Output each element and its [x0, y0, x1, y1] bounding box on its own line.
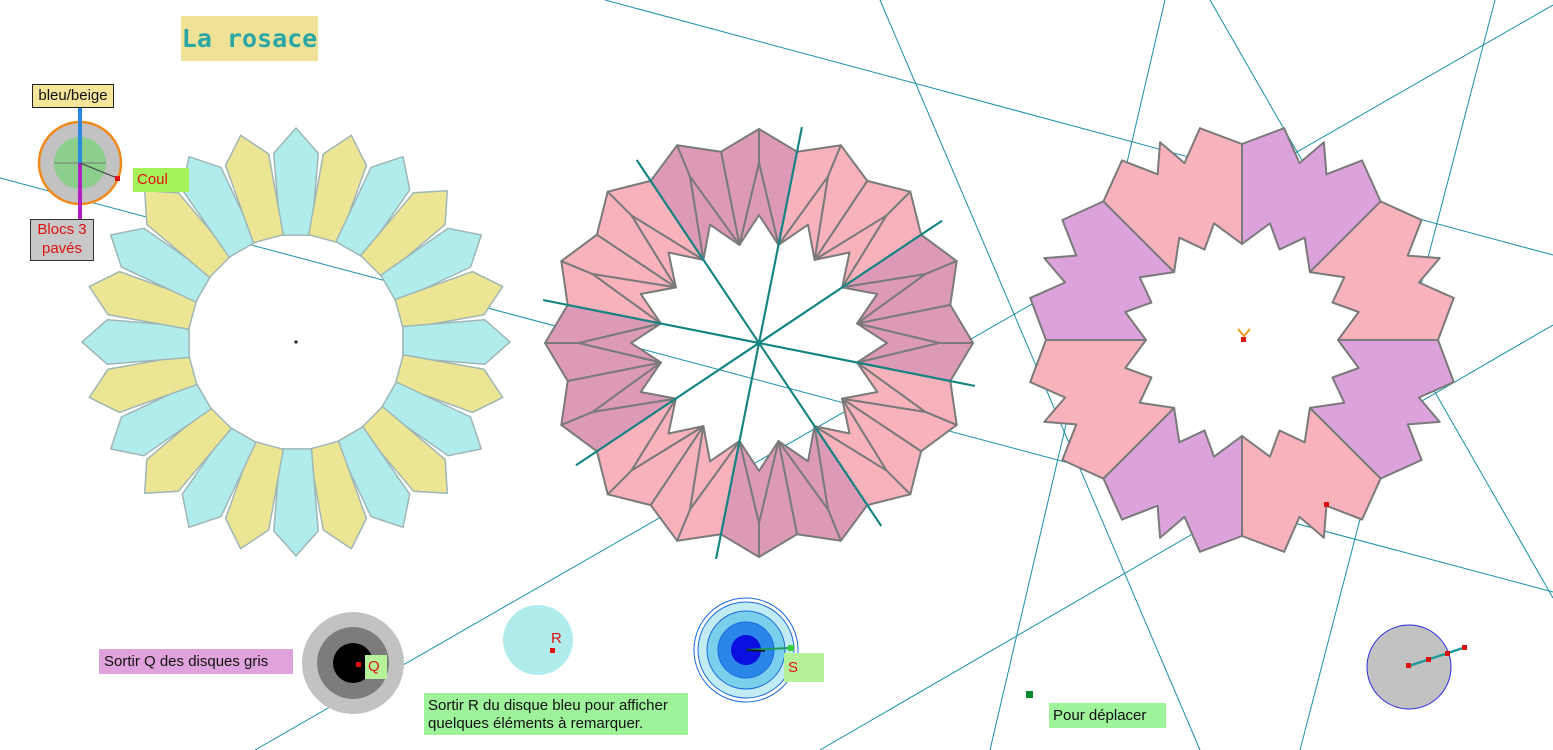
- radial-line: [635, 159, 760, 344]
- s-blue-disks[interactable]: [693, 597, 799, 703]
- rosette-tile: [224, 440, 285, 550]
- rotation-point[interactable]: [1445, 651, 1450, 656]
- q-gray-disks[interactable]: [302, 612, 404, 714]
- rosette-tile: [88, 270, 198, 331]
- rosette-tile: [359, 405, 449, 495]
- rosette-tile: [109, 381, 212, 457]
- move-label: Pour déplacer: [1049, 703, 1166, 728]
- construction-line: [819, 324, 1553, 750]
- rosette-tile: [88, 353, 198, 414]
- color-control-disk[interactable]: [37, 105, 123, 219]
- rosette-tile: [109, 227, 212, 303]
- rotation-control-disk[interactable]: [1366, 624, 1467, 710]
- r-blue-disk[interactable]: [503, 605, 573, 675]
- rosette-tile: [335, 155, 411, 258]
- rosette-tile: [272, 448, 320, 557]
- s-point-label: S: [784, 653, 824, 682]
- rosette-block: [1102, 406, 1243, 553]
- r-point-label: R: [551, 630, 562, 647]
- q-instruction: Sortir Q des disques gris: [99, 649, 293, 674]
- rosette-block: [1029, 339, 1176, 480]
- rosette-block: [1102, 127, 1243, 274]
- color-mode-label[interactable]: bleu/beige: [32, 84, 114, 108]
- r-point[interactable]: [550, 648, 555, 653]
- s-point[interactable]: [788, 645, 794, 651]
- rotation-point[interactable]: [1406, 663, 1411, 668]
- q-point-label: Q: [365, 655, 387, 679]
- rosette-segment: [689, 175, 741, 261]
- center-point[interactable]: [1241, 337, 1246, 342]
- rosette-tile: [181, 426, 257, 529]
- rosette-block: [1241, 406, 1382, 553]
- rotation-point[interactable]: [1462, 645, 1467, 650]
- rosette-tile: [335, 426, 411, 529]
- radial-line: [715, 342, 760, 559]
- center-marker-icon: [1237, 328, 1251, 338]
- color-point-label: Coul: [133, 168, 189, 192]
- rosette-tile: [224, 134, 285, 244]
- rosette-tile: [394, 353, 504, 414]
- rosette-blue-beige: [81, 127, 511, 557]
- q-point[interactable]: [356, 662, 361, 667]
- move-handle[interactable]: [1026, 691, 1033, 698]
- rosette-block: [1029, 200, 1176, 341]
- radial-line: [543, 299, 760, 344]
- rosette-block: [1308, 200, 1455, 341]
- rosette-tile: [380, 381, 483, 457]
- rosette-block: [1308, 339, 1455, 480]
- rosette-pink-purple-blocks: [1029, 127, 1455, 553]
- radial-line: [758, 342, 975, 387]
- radial-line: [575, 342, 760, 467]
- rosette-pink-triangles: [543, 127, 975, 559]
- rosette-block: [1241, 127, 1382, 274]
- rosette-tile: [272, 127, 320, 236]
- rosette-tile: [359, 189, 449, 279]
- rosette-tile: [307, 134, 368, 244]
- rosette-tile: [307, 440, 368, 550]
- r-instruction: Sortir R du disque bleu pour afficher qu…: [424, 693, 688, 735]
- rosette-tile: [380, 227, 483, 303]
- rosette-tile: [81, 318, 190, 366]
- radial-line: [758, 127, 803, 344]
- blocks-mode-label[interactable]: Blocs 3 pavés: [30, 219, 94, 261]
- rosette-tile: [394, 270, 504, 331]
- radial-line: [758, 342, 883, 527]
- page-title: La rosace: [181, 16, 318, 61]
- rosette-tile: [143, 405, 233, 495]
- rosette-center-point: [294, 340, 298, 344]
- vertex-point[interactable]: [1324, 502, 1329, 507]
- rosette-tile: [181, 155, 257, 258]
- radial-line: [758, 219, 943, 344]
- rosette-tile: [402, 318, 511, 366]
- color-point[interactable]: [115, 176, 120, 181]
- rotation-point[interactable]: [1426, 657, 1431, 662]
